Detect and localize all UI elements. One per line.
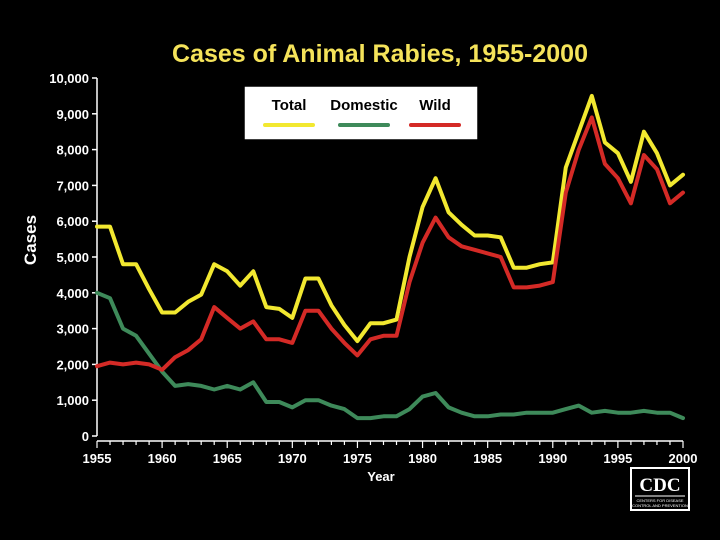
x-tick-label: 1980 [408,451,437,466]
legend-label-wild: Wild [419,97,451,114]
x-tick-label: 1985 [473,451,502,466]
y-axis-label: Cases [21,215,40,265]
series-line-total [95,93,685,344]
legend-label-domestic: Domestic [330,97,398,114]
legend-box [243,85,479,141]
x-tick-label: 1990 [538,451,567,466]
y-tick-label: 8,000 [56,143,89,158]
chart-title: Cases of Animal Rabies, 1955-2000 [172,40,588,68]
x-axis-label: Year [367,469,394,484]
x-tick-label: 2000 [669,451,698,466]
y-axis: 0 1,000 2,000 3,000 4,000 5,000 6,000 7,000 8,00… [49,71,98,444]
y-tick-label: 4,000 [56,286,89,301]
y-tick-label: 9,000 [56,107,89,122]
x-tick-label: 1995 [603,451,632,466]
y-tick-label: 6,000 [56,214,89,229]
series-line-domestic [95,290,685,421]
y-tick-label: 10,000 [49,71,89,86]
x-tick-label: 1970 [278,451,307,466]
y-tick-label: 0 [82,429,89,444]
y-tick-label: 1,000 [56,393,89,408]
x-tick-label: 1955 [83,451,112,466]
cdc-logo-frame [630,467,690,511]
legend: Total Domestic Wild [243,85,479,141]
y-tick-label: 2,000 [56,357,89,372]
x-axis: 1955 1960 1965 1970 1975 1980 1985 1990 1995 2000 [83,440,698,466]
series-layer [95,93,685,421]
x-tick-label: 1965 [213,451,242,466]
legend-label-total: Total [272,97,307,114]
cdc-logo-text: CDC [639,475,680,496]
y-tick-label: 7,000 [56,178,89,193]
cdc-logo-subtitle-2: CONTROL AND PREVENTION [632,503,688,508]
x-tick-label: 1975 [343,451,372,466]
cdc-logo-subtitle-1: CENTERS FOR DISEASE [636,498,683,503]
x-tick-label: 1960 [148,451,177,466]
y-tick-label: 3,000 [56,322,89,337]
cdc-logo: CDC CENTERS FOR DISEASE CONTROL AND PREV… [630,467,690,511]
series-line-wild [95,115,685,372]
y-tick-label: 5,000 [56,250,89,265]
